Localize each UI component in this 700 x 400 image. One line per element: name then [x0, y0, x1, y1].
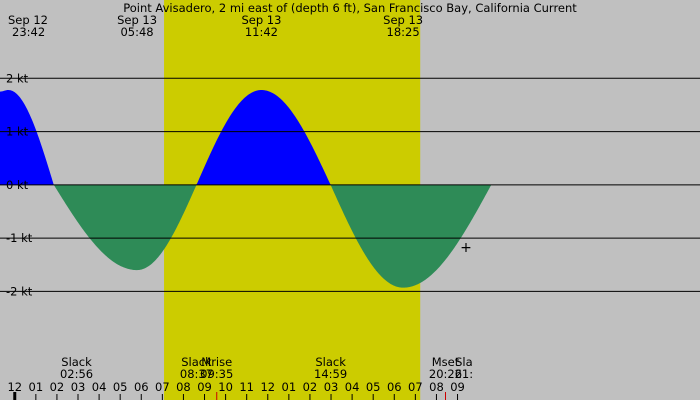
hour-tick-label: 08 — [176, 380, 191, 394]
event-label: Mrise — [201, 355, 232, 369]
event-time: 09:35 — [200, 367, 233, 381]
top-time-label: 11:42 — [245, 25, 278, 39]
hour-tick-label: 03 — [71, 380, 86, 394]
event-time: 02:56 — [60, 367, 93, 381]
event-label: Mset — [432, 355, 460, 369]
hour-tick-label: 04 — [92, 380, 107, 394]
top-time-label: 18:25 — [387, 25, 420, 39]
event-label: Slack — [181, 355, 212, 369]
event-label: Slack — [315, 355, 346, 369]
hour-tick-label: 07 — [408, 380, 423, 394]
hour-tick-label: 04 — [345, 380, 360, 394]
y-axis-labels: 2 kt 1 kt 0 kt -1 kt -2 kt — [6, 71, 33, 298]
hour-tick-label: 11 — [0, 380, 1, 394]
y-tick-label: -1 kt — [6, 231, 33, 245]
chart-title: Point Avisadero, 2 mi east of (depth 6 f… — [123, 1, 577, 15]
hour-tick-label: 05 — [113, 380, 128, 394]
hour-tick-label: 07 — [155, 380, 170, 394]
hour-tick-label: 08 — [429, 380, 444, 394]
event-time: 14:59 — [314, 367, 347, 381]
hour-tick-label: 06 — [387, 380, 402, 394]
hour-tick-label: 12 — [7, 380, 22, 394]
event-time: 08:37 — [180, 367, 213, 381]
top-date-label: Sep 12 — [8, 13, 48, 27]
hour-tick-label: 09 — [197, 380, 212, 394]
event-time: 20:26 — [429, 367, 462, 381]
hour-axis: 11 12 01 02 03 04 05 06 07 08 09 10 11 12 01 02 03 04 05 06… — [0, 380, 465, 400]
y-tick-label: 2 kt — [6, 71, 29, 85]
hour-tick-label: 10 — [218, 380, 233, 394]
hour-tick-label: 06 — [134, 380, 149, 394]
event-label: Slack — [61, 355, 92, 369]
y-tick-label: -2 kt — [6, 284, 33, 298]
flood-current-area — [0, 90, 492, 185]
bottom-event-labels: Slack02:56Slack08:37Mrise09:35Slack14:59… — [60, 355, 473, 400]
event-label: Sla — [455, 355, 473, 369]
hour-tick-label: 12 — [260, 380, 275, 394]
top-date-label: Sep 13 — [241, 13, 281, 27]
hour-tick-label: 02 — [50, 380, 65, 394]
current-time-marker: + — [460, 240, 472, 256]
hour-tick-label: 03 — [324, 380, 339, 394]
ebb-current-area — [0, 184, 492, 288]
y-gridlines — [0, 77, 700, 292]
hour-tick-label: 01 — [29, 380, 44, 394]
hour-tick-label: 02 — [303, 380, 318, 394]
hour-tick-label: 05 — [366, 380, 381, 394]
top-date-label: Sep 13 — [383, 13, 423, 27]
hour-tick-label: 01 — [282, 380, 297, 394]
y-tick-label: 1 kt — [6, 125, 29, 139]
hour-tick-label: 09 — [450, 380, 465, 394]
hour-tick-label: 11 — [239, 380, 254, 394]
y-tick-label: 0 kt — [6, 178, 29, 192]
top-time-label: 05:48 — [120, 25, 153, 39]
top-date-label: Sep 13 — [117, 13, 157, 27]
event-time: 21: — [455, 367, 474, 381]
top-time-label: 23:42 — [12, 25, 45, 39]
